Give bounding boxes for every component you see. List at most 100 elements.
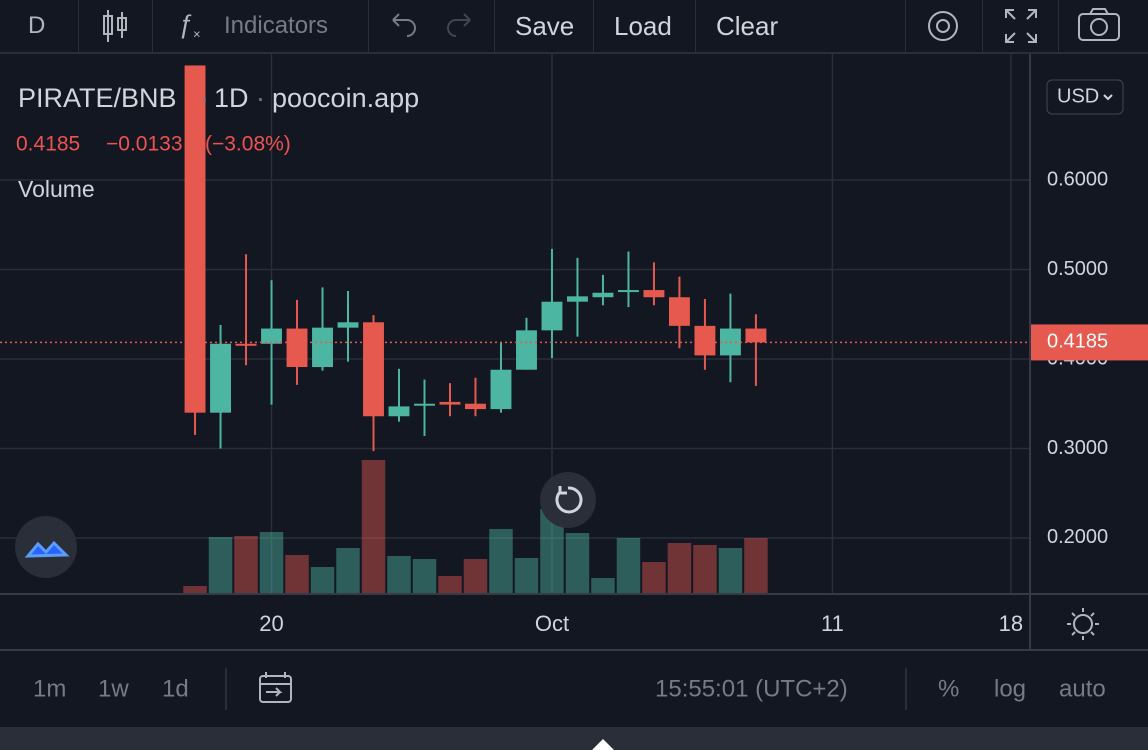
candle-body [490, 369, 512, 410]
candle-body [745, 328, 767, 343]
symbol-button[interactable]: D [28, 12, 46, 39]
volume-pane [183, 460, 768, 593]
volume-bar [285, 555, 309, 593]
save-button[interactable]: Save [515, 11, 575, 41]
candle-body [210, 343, 231, 413]
y-tick-label: 0.2000 [1047, 526, 1108, 548]
candle-body [184, 65, 206, 413]
toolbar-border [0, 52, 1148, 54]
last-price-box [1031, 324, 1148, 361]
volume-bar [259, 532, 284, 593]
x-tick-label: 18 [999, 611, 1023, 636]
fx-icon-x: × [193, 26, 201, 41]
candle-body [439, 401, 461, 405]
interval: 1D [214, 83, 249, 113]
home-indicator [592, 739, 614, 750]
screenshot-icon[interactable] [1078, 8, 1120, 41]
candle-body [643, 290, 665, 298]
clock: 15:55:01 (UTC+2) [655, 675, 848, 702]
volume-bar [438, 576, 462, 593]
time-axis-settings[interactable] [1067, 608, 1099, 640]
grid [0, 54, 1030, 593]
volume-bar [616, 538, 641, 593]
undo-icon[interactable] [392, 13, 416, 37]
volume-bar [208, 537, 233, 593]
home-strip [0, 727, 1148, 750]
candle-body [286, 328, 308, 368]
volume-bar [387, 556, 411, 593]
range-buttons: 1m 1w 1d [33, 675, 189, 702]
separator [368, 0, 369, 52]
logo-icon [24, 540, 70, 558]
x-tick-label: 20 [259, 611, 283, 636]
volume-bar [540, 509, 564, 593]
range-button[interactable]: 1m [33, 675, 66, 702]
legend-change: −0.0133 [106, 133, 183, 156]
separator [78, 0, 79, 52]
candles [184, 65, 767, 452]
settings-icon[interactable] [928, 11, 958, 41]
volume-bar [489, 529, 513, 593]
y-tick-label: 0.6000 [1047, 168, 1108, 190]
legend-change-percent: (−3.08%) [205, 133, 291, 156]
candle-body [235, 343, 257, 346]
redo-icon[interactable] [447, 13, 471, 37]
y-tick-label: 0.5000 [1047, 258, 1108, 280]
separator [905, 0, 906, 52]
range-button[interactable]: 1w [98, 675, 129, 702]
candle-body [668, 297, 690, 326]
volume-bar [744, 538, 768, 593]
legend-last-price: 0.4185 [16, 133, 80, 156]
currency-label: USD [1057, 85, 1099, 107]
volume-bar [667, 543, 692, 593]
separator [982, 0, 983, 52]
x-tick-label: 11 [821, 611, 844, 636]
log-toggle[interactable]: log [994, 675, 1026, 702]
logo-button[interactable] [15, 516, 77, 578]
volume-legend: Volume [18, 176, 95, 202]
separator [494, 0, 495, 52]
separator [593, 0, 594, 52]
fullscreen-icon[interactable] [1005, 9, 1037, 43]
volume-bar [642, 562, 666, 593]
volume-bar [361, 460, 386, 593]
clear-button[interactable]: Clear [716, 11, 779, 41]
volume-bar [693, 545, 717, 593]
symbol-title: PIRATE/BNB [18, 83, 177, 113]
candle-body [312, 327, 333, 368]
separator [1058, 0, 1059, 52]
range-button[interactable]: 1d [162, 675, 189, 702]
source: poocoin.app [272, 83, 419, 113]
volume-bar [310, 567, 335, 593]
fx-icon[interactable]: ƒ [178, 9, 192, 39]
currency-caret [1103, 94, 1113, 101]
separator [152, 0, 153, 52]
volume-bar [591, 578, 615, 593]
candle-body [414, 403, 435, 406]
volume-bar [514, 558, 539, 593]
volume-bar [183, 586, 207, 593]
load-button[interactable]: Load [614, 11, 672, 41]
candle-body [541, 301, 563, 331]
candle-body [465, 403, 486, 410]
y-tick-label: 0.3000 [1047, 437, 1108, 459]
percent-toggle[interactable]: % [938, 675, 959, 702]
volume-bar [336, 548, 360, 593]
legend-dot: · [200, 83, 209, 113]
currency-button[interactable] [1046, 79, 1124, 115]
volume-bar [234, 536, 258, 593]
date-range-icon[interactable] [259, 672, 292, 703]
candle-body [363, 322, 384, 417]
volume-bar [412, 559, 437, 593]
reset-view-button[interactable] [540, 472, 596, 528]
candle-body [618, 290, 639, 293]
bar-style-icon[interactable] [103, 10, 127, 42]
candle-body [592, 292, 614, 298]
auto-toggle[interactable]: auto [1059, 675, 1106, 702]
indicators-button[interactable]: Indicators [224, 12, 329, 39]
volume-bar [718, 548, 743, 593]
last-price-label: 0.4185 [1047, 331, 1108, 353]
candle-body [261, 328, 282, 344]
